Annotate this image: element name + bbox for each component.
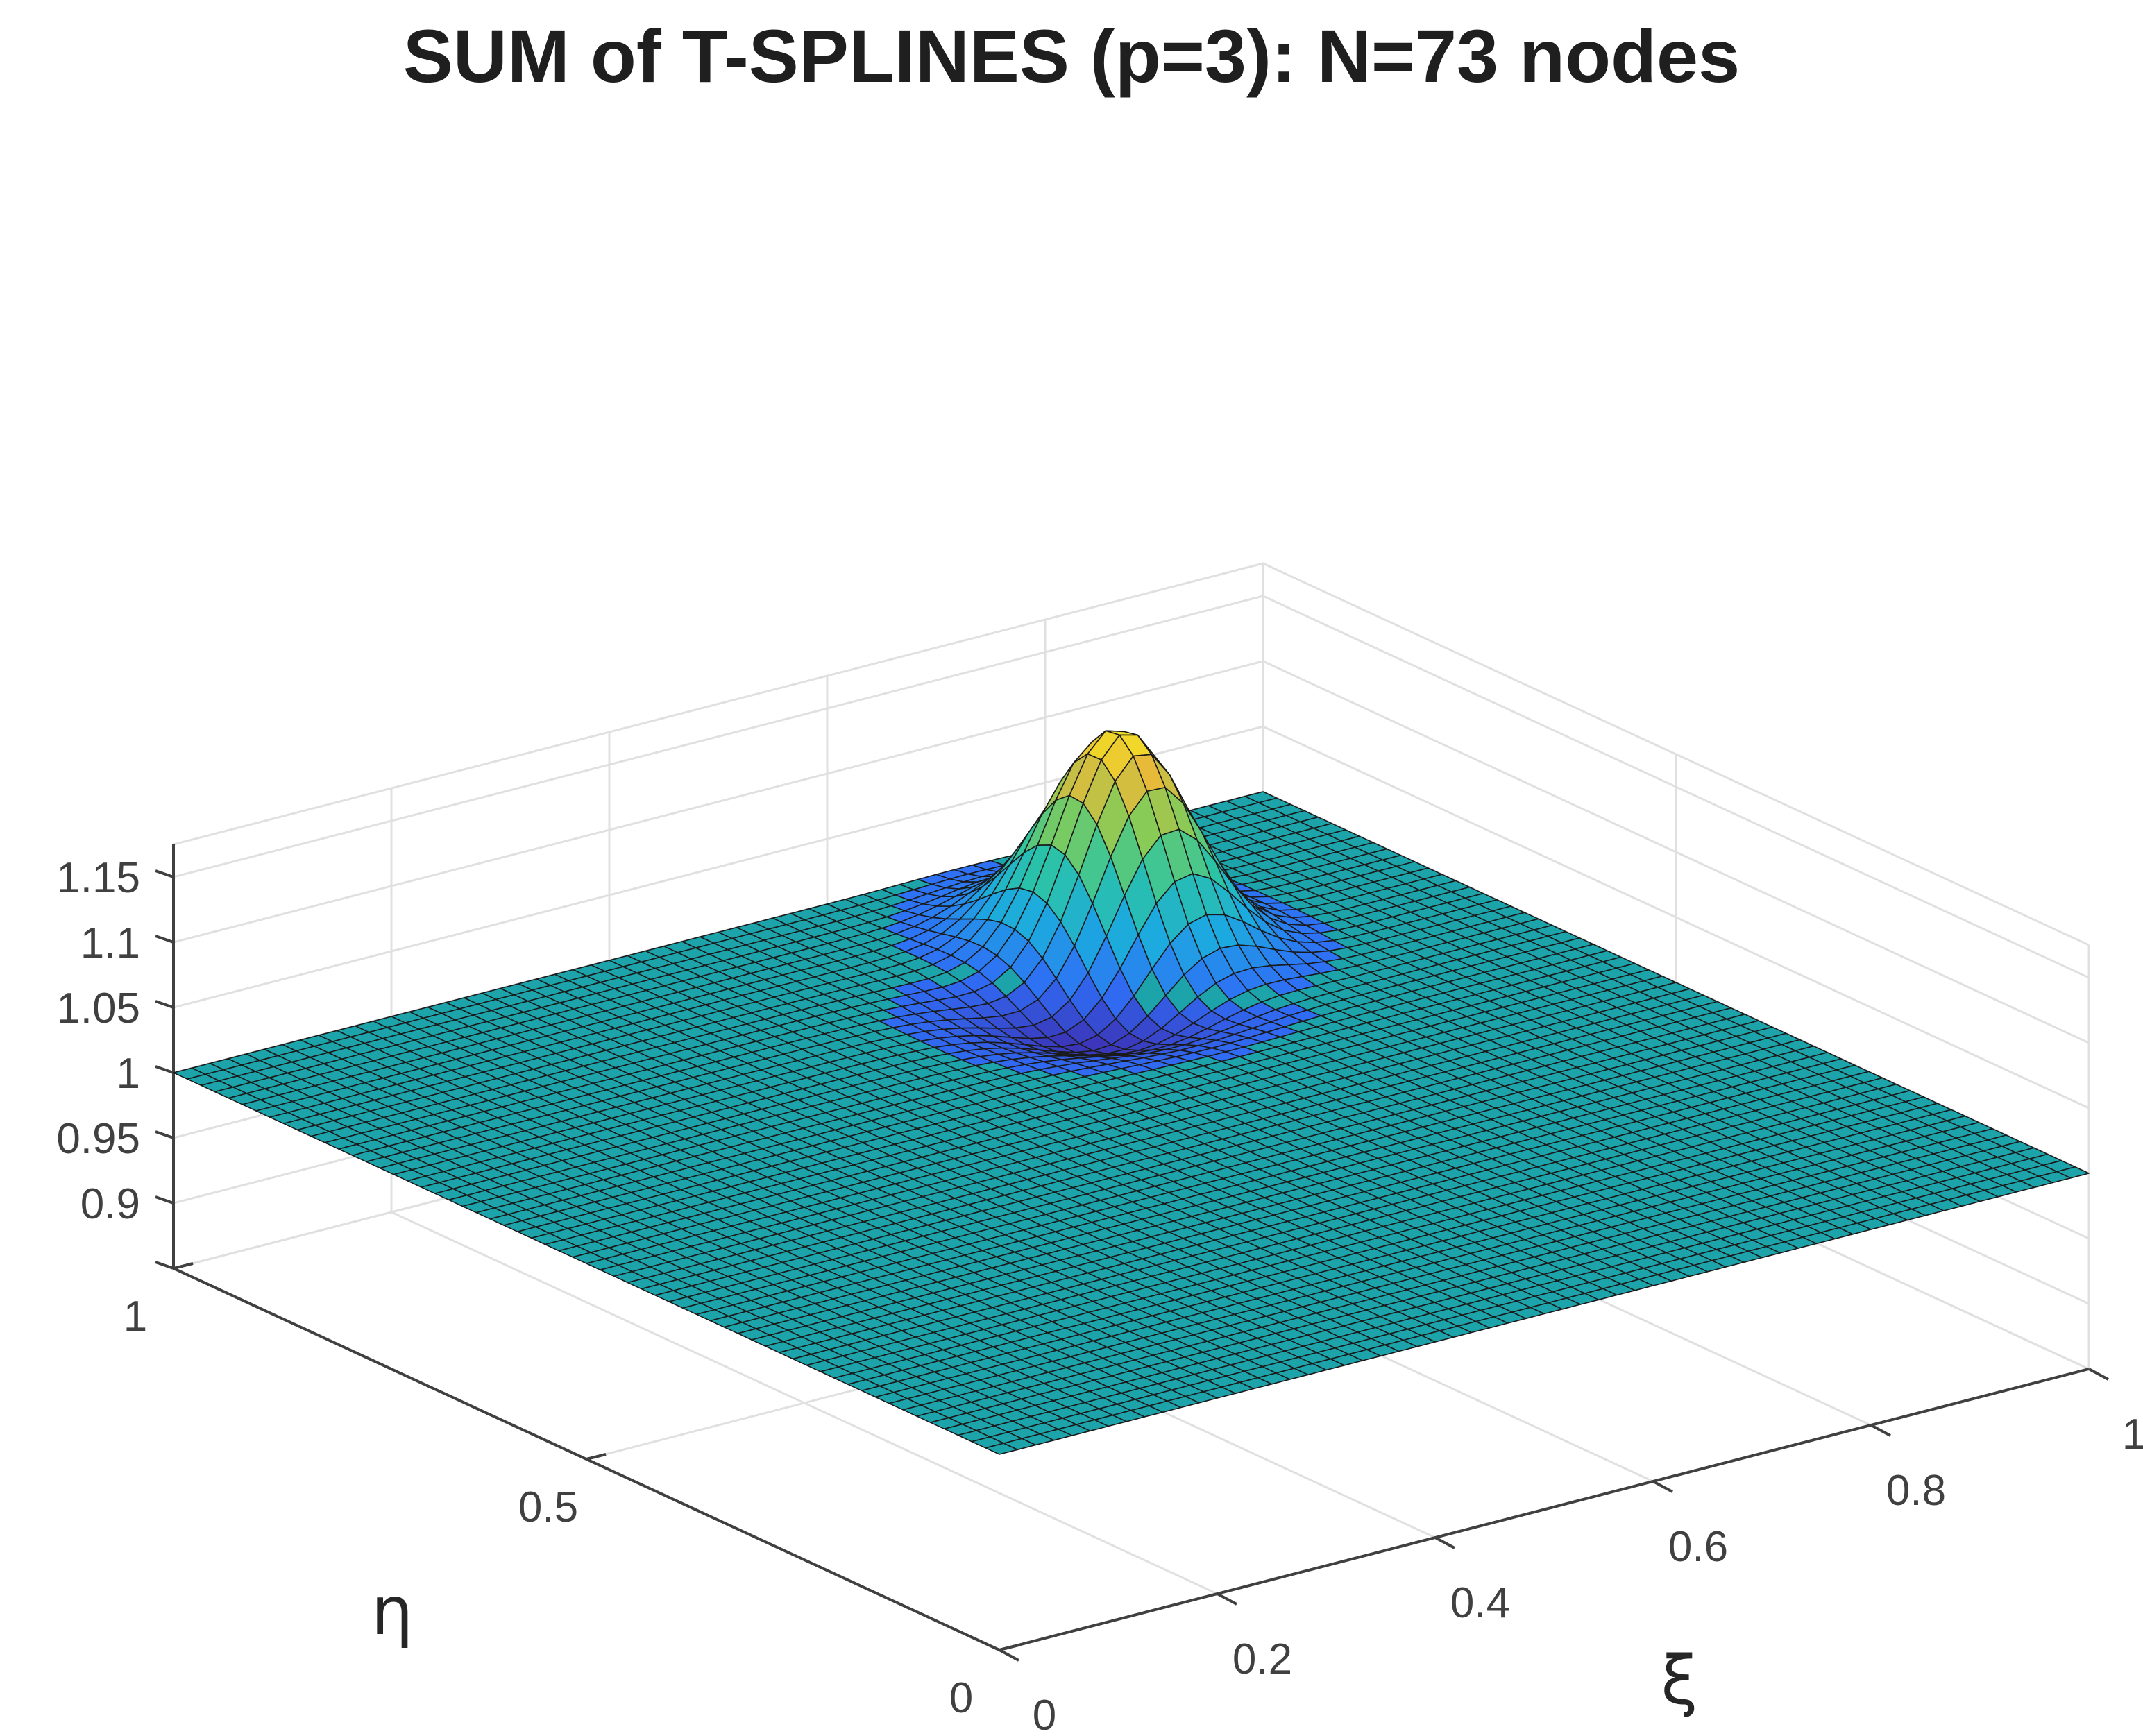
eta-axis-label: η	[371, 1572, 414, 1650]
eta-tick-label: 1	[124, 1293, 147, 1341]
xi-tick	[1217, 1592, 1237, 1606]
z-tick	[155, 1130, 174, 1139]
xi-tick	[1870, 1424, 1891, 1437]
z-tick-label: 1	[117, 1050, 140, 1098]
xi-tick-label: 0.4	[1450, 1579, 1510, 1627]
z-tick-label: 1.05	[56, 985, 140, 1032]
xi-tick	[999, 1649, 1019, 1662]
z-tick-label: 0.9	[81, 1180, 140, 1228]
gridline-z	[173, 725, 2090, 1109]
xi-tick	[1652, 1480, 1673, 1493]
z-tick	[155, 869, 174, 878]
z-tick	[155, 1195, 174, 1205]
z-tick-label: 1.15	[56, 854, 140, 902]
z-tick-label: 1.1	[81, 919, 140, 967]
axes	[155, 844, 2109, 1662]
surface-mesh	[173, 730, 2090, 1455]
xi-tick-label: 0	[1033, 1692, 1056, 1736]
eta-tick	[999, 1644, 1019, 1651]
gridline-z	[173, 562, 2090, 946]
eta-tick	[586, 1453, 607, 1461]
xi-tick-label: 0.8	[1886, 1467, 1946, 1515]
z-tick-label: 0.95	[56, 1115, 140, 1163]
eta-tick-label: 0.5	[518, 1483, 578, 1531]
gridline-z	[173, 595, 2090, 979]
xi-tick	[2088, 1368, 2109, 1381]
z-tick	[155, 1261, 174, 1270]
xi-tick-label: 1	[2122, 1411, 2143, 1458]
xi-tick-label: 0.6	[1668, 1523, 1728, 1571]
eta-tick-label: 0	[949, 1674, 973, 1722]
xi-axis-line	[999, 1368, 2090, 1651]
xi-tick-label: 0.2	[1233, 1635, 1292, 1683]
eta-tick	[173, 1262, 194, 1270]
chart-title: SUM of T-SPLINES (p=3): N=73 nodes	[403, 14, 1740, 98]
z-tick	[155, 1065, 174, 1074]
xi-axis-label: ξ	[1661, 1642, 1698, 1719]
z-tick	[155, 935, 174, 944]
xi-tick	[1434, 1536, 1455, 1549]
z-tick	[155, 1000, 174, 1009]
gridline-z	[173, 660, 2090, 1044]
